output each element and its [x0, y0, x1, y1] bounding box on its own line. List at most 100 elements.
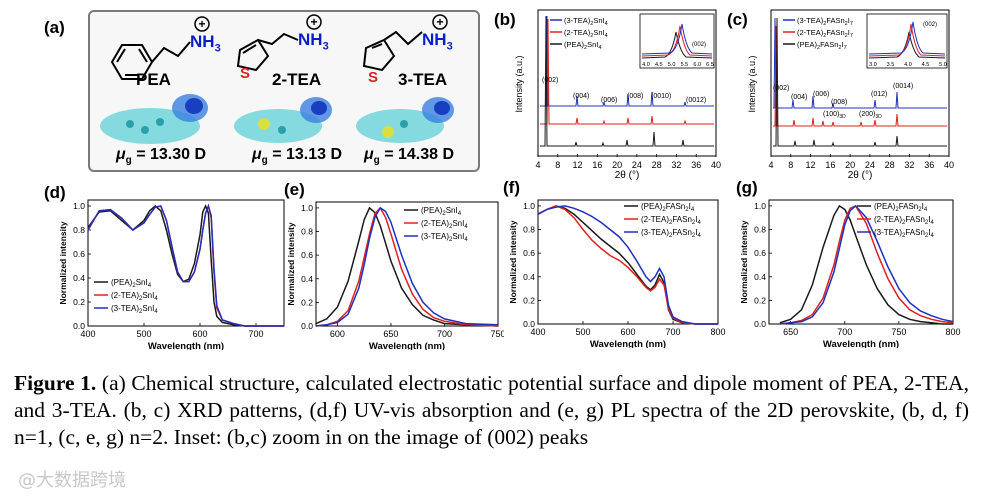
- inset-tick-label: 6.0: [693, 62, 701, 68]
- xrd-c-trace-3tea: [773, 17, 947, 109]
- xrd-c-inset: (002) 3.0 3.5 4.0 4.5 5.0: [866, 13, 948, 69]
- xrd-b-trace-3tea: [540, 15, 714, 107]
- plot-frame: [87, 199, 285, 327]
- xrd-tick-label: 28: [885, 160, 895, 170]
- panel-label-b: (b): [494, 10, 516, 29]
- esp-surface-tea3: [356, 97, 454, 143]
- x-axis-label: Wavelength (nm): [148, 341, 224, 350]
- plot-frame: [768, 199, 954, 325]
- dipole-3tea: μg = 14.38 D: [364, 146, 455, 167]
- amine-label-2tea: NH3: [298, 30, 329, 53]
- xrd-tick-label: 16: [592, 160, 602, 170]
- inset-tick-label: 4.5: [922, 62, 930, 68]
- legend-label: (2-TEA)2FASn2I4: [874, 215, 935, 226]
- y-tick-label: 0.4: [523, 272, 535, 282]
- y-tick-label: 0.0: [301, 321, 313, 331]
- legend-label: (3-TEA)2SnI4: [421, 232, 468, 243]
- panel-label-g: (g): [736, 178, 758, 197]
- series-line-2: [315, 206, 499, 327]
- xrd-c-peak-008: (008): [831, 99, 847, 106]
- inset-tick-label: 4.0: [904, 62, 912, 68]
- xrd-chart-b: 4 8 12 16 20 24 28 32 36 40 2θ (°) Intensity (a.u…: [514, 9, 721, 180]
- dipole-2tea: μg = 13.13 D: [252, 146, 343, 167]
- xrd-tick-label: 32: [671, 160, 681, 170]
- x-tick-label: 700: [437, 329, 452, 339]
- x-tick-label: 700: [837, 327, 852, 337]
- xrd-tick-label: 12: [806, 160, 816, 170]
- xrd-b-xlabel: 2θ (°): [615, 170, 640, 180]
- y-tick-label: 0.6: [523, 248, 535, 258]
- legend-label: (2-TEA)2SnI4: [111, 291, 158, 302]
- y-tick-label: 0.0: [523, 319, 535, 329]
- x-tick-label: 750: [490, 329, 504, 339]
- esp-surface-tea2: [234, 97, 332, 143]
- plus-sign-2: +: [310, 15, 317, 29]
- plus-sign-1: +: [198, 17, 205, 31]
- xrd-b-frame: [537, 9, 717, 157]
- inset-tick-label: 5.0: [939, 62, 947, 68]
- amine-label-3tea: NH3: [422, 30, 453, 53]
- series-line-2: [87, 203, 284, 327]
- xrd-b-legend-2tea: (2-TEA)2SnI4: [564, 28, 608, 39]
- xrd-b-peak-0010: (0010): [651, 93, 671, 100]
- xrd-c-ylabel: Intensity (a.u.): [747, 55, 757, 112]
- y-tick-label: 0.8: [523, 225, 535, 235]
- molecule-name-3tea: 3-TEA: [398, 70, 448, 89]
- xrd-tick-label: 8: [555, 160, 560, 170]
- pl-chart-n2: 650 700 750 800 0.0 0.2 0.4 0.6 0.8 1.0 Wavelength…: [739, 199, 961, 348]
- xrd-c-trace-pea: [773, 17, 947, 147]
- panel-label-e: (e): [284, 180, 305, 199]
- x-tick-label: 400: [80, 329, 95, 339]
- x-tick-label: 400: [530, 327, 545, 337]
- xrd-c-peak-004: (004): [791, 94, 807, 101]
- y-axis-label: Normalized intensity: [739, 220, 749, 303]
- x-tick-label: 750: [891, 327, 906, 337]
- y-axis-label: Normalized intensity: [58, 221, 68, 304]
- sulfur-label-2tea: S: [240, 65, 250, 82]
- x-axis-label: Wavelength (nm): [590, 339, 666, 348]
- x-axis-label: Wavelength (nm): [823, 339, 899, 348]
- caption-label: Figure 1.: [14, 371, 97, 395]
- xrd-c-inset-label: (002): [923, 22, 937, 28]
- legend-label: (3-TEA)2SnI4: [111, 304, 158, 315]
- amine-label-pea: NH3: [190, 32, 221, 55]
- xrd-c-peak-002: (002): [773, 85, 789, 92]
- y-tick-label: 0.8: [73, 225, 85, 235]
- x-tick-label: 500: [136, 329, 151, 339]
- xrd-tick-label: 32: [904, 160, 914, 170]
- series-line-1: [315, 206, 499, 327]
- legend-label: (3-TEA)2FASn2I4: [874, 228, 935, 239]
- panel-label-a: (a): [44, 18, 65, 37]
- y-tick-label: 0.6: [754, 248, 766, 258]
- xrd-tick-label: 24: [865, 160, 875, 170]
- y-tick-label: 0.8: [754, 225, 766, 235]
- y-tick-label: 0.2: [754, 295, 766, 305]
- xrd-c-traces: [773, 17, 947, 147]
- xrd-c-peak-0014: (0014): [893, 83, 913, 90]
- watermark: @大数据跨境: [18, 470, 126, 491]
- xrd-b-inset-label: (002): [692, 42, 706, 48]
- x-tick-label: 700: [248, 329, 263, 339]
- xrd-c-frame: [770, 9, 950, 157]
- xrd-tick-label: 40: [711, 160, 721, 170]
- inset-tick-label: 3.5: [887, 62, 895, 68]
- series-line-2: [537, 205, 718, 325]
- inset-tick-label: 6.5: [706, 62, 714, 68]
- y-tick-label: 0.8: [301, 227, 313, 237]
- xrd-tick-label: 28: [652, 160, 662, 170]
- series-line-1: [537, 205, 718, 325]
- xrd-b-legend: (3-TEA)2SnI4 (2-TEA)2SnI4 (PEA)2SnI4: [550, 16, 608, 51]
- y-tick-label: 0.6: [301, 250, 313, 260]
- inset-tick-label: 4.5: [655, 62, 663, 68]
- xrd-c-legend: (3-TEA)2FASn2I7 (2-TEA)2FASn2I7 (PEA)2FA…: [783, 16, 853, 51]
- pea-structure: [110, 41, 191, 80]
- xrd-c-peak-012: (012): [871, 91, 887, 98]
- xrd-c-xlabel: 2θ (°): [848, 170, 873, 180]
- series-line-0: [779, 204, 953, 325]
- xrd-c-peak-100-3d: (100)3D: [823, 111, 846, 120]
- inset-tick-label: 5.5: [681, 62, 689, 68]
- figure-caption: Figure 1. (a) Chemical structure, calcul…: [14, 370, 969, 451]
- inset-tick-label: 5.0: [668, 62, 676, 68]
- x-tick-label: 800: [710, 327, 725, 337]
- panel-label-d: (d): [44, 183, 66, 202]
